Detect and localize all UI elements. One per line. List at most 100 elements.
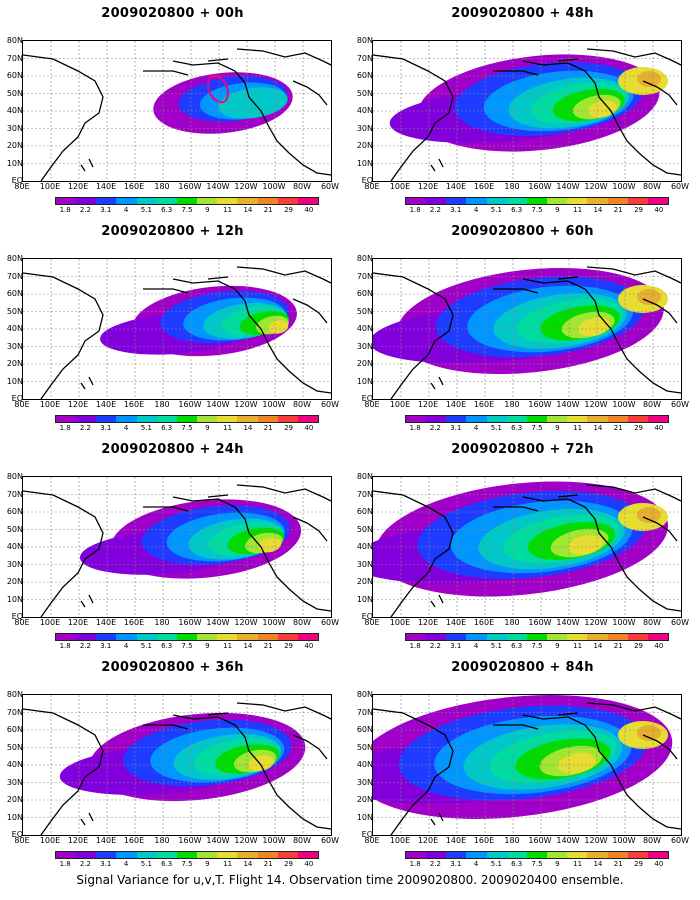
longitude-label: 120W xyxy=(234,618,258,627)
longitude-label: 140W xyxy=(206,182,230,191)
colorbar-swatch xyxy=(176,416,198,422)
colorbar-swatch xyxy=(567,198,588,204)
panel-title: 2009020800 + 84h xyxy=(451,660,594,675)
longitude-label: 80W xyxy=(292,836,312,845)
colorbar-swatch xyxy=(76,198,97,204)
colorbar-swatch xyxy=(237,198,258,204)
longitude-label: 80W xyxy=(642,618,662,627)
colorbar-label: 9 xyxy=(555,860,560,868)
longitude-axis: 80E 100E 120E 140E 160E 180 160W 140W 120W 100W 80… xyxy=(362,618,692,628)
colorbar-swatch xyxy=(156,852,177,858)
colorbar-swatch xyxy=(56,416,77,422)
colorbar-label: 2.2 xyxy=(79,206,92,214)
colorbar-label: 1.8 xyxy=(59,860,71,868)
longitude-label: 80W xyxy=(292,618,312,627)
colorbar-label: 5.1 xyxy=(490,642,502,650)
map-plot: 80N 70N 60N 50N 40N 30N 20N 10N EQ xyxy=(357,37,682,185)
colorbar-swatch xyxy=(647,852,669,858)
latitude-label: 80N xyxy=(6,36,23,45)
longitude-label: 160E xyxy=(473,182,495,191)
colorbar-label: 21 xyxy=(613,860,623,868)
latitude-label: 20N xyxy=(356,577,373,586)
colorbar-swatch xyxy=(506,198,527,204)
colorbar-swatch xyxy=(466,416,487,422)
colorbar-label: 29 xyxy=(284,206,293,214)
colorbar-label: 29 xyxy=(284,860,293,868)
colorbar-swatch xyxy=(446,634,467,640)
latitude-label: 20N xyxy=(356,141,373,150)
longitude-label: 180 xyxy=(504,182,520,191)
map-plot: 80N 70N 60N 50N 40N 30N 20N 10N EQ xyxy=(357,473,682,621)
longitude-label: 140W xyxy=(556,618,580,627)
colorbar-label: 6.3 xyxy=(161,424,173,432)
panel-title: 2009020800 + 12h xyxy=(101,224,244,239)
colorbar-swatch xyxy=(56,198,77,204)
colorbar-label: 40 xyxy=(654,206,664,214)
longitude-label: 100E xyxy=(39,182,61,191)
latitude-label: 20N xyxy=(6,141,23,150)
variance-field xyxy=(373,259,681,399)
variance-field xyxy=(373,477,681,617)
colorbar-label: 40 xyxy=(304,860,314,868)
colorbar-label: 21 xyxy=(263,424,273,432)
colorbar-label: 14 xyxy=(243,642,253,650)
longitude-label: 140E xyxy=(95,400,117,409)
latitude-label: EQ xyxy=(361,394,373,403)
colorbar-swatch xyxy=(647,198,669,204)
colorbar-label: 29 xyxy=(284,424,293,432)
latitude-label: EQ xyxy=(11,830,23,839)
latitude-label: 60N xyxy=(6,71,23,80)
colorbar-swatch xyxy=(466,852,487,858)
colorbar-swatch xyxy=(116,852,137,858)
colorbar-label: 6.3 xyxy=(161,206,173,214)
colorbar-label: 29 xyxy=(284,642,293,650)
longitude-label: 140W xyxy=(206,618,230,627)
latitude-label: 80N xyxy=(6,690,23,699)
colorbar-swatch xyxy=(486,852,507,858)
colorbar-label: 11 xyxy=(223,860,233,868)
longitude-axis: 80E 100E 120E 140E 160E 180 160W 140W 120W 100W 80… xyxy=(12,836,342,846)
map-panel: 2009020800 + 24h 80N 70N 60N 50N 40N 30N 20N 10N… xyxy=(0,436,345,661)
latitude-label: 40N xyxy=(356,542,373,551)
colorbar-label: 2.2 xyxy=(429,206,442,214)
latitude-label: 40N xyxy=(6,106,23,115)
colorbar-label: 14 xyxy=(593,206,603,214)
longitude-label: 160W xyxy=(178,618,202,627)
colorbar-label: 1.8 xyxy=(59,206,71,214)
longitude-label: 80W xyxy=(642,836,662,845)
longitude-label: 120W xyxy=(584,400,608,409)
latitude-label: 30N xyxy=(356,123,373,133)
colorbar-label: 14 xyxy=(593,642,603,650)
longitude-label: 140W xyxy=(206,836,230,845)
colorbar-swatch xyxy=(627,416,648,422)
latitude-label: 70N xyxy=(6,489,23,499)
colorbar-swatch xyxy=(627,198,648,204)
longitude-label: 120E xyxy=(67,400,89,409)
colorbar-swatch xyxy=(197,852,218,858)
latitude-label: 70N xyxy=(356,53,373,63)
map-panel: 2009020800 + 48h 80N 70N 60N 50N 40N 30N 20N 10N… xyxy=(350,0,695,225)
colorbar-swatch xyxy=(197,634,218,640)
map-plot: 80N 70N 60N 50N 40N 30N 20N 10N EQ xyxy=(357,255,682,403)
colorbar-label: 4 xyxy=(473,860,479,868)
longitude-label: 80E xyxy=(14,618,30,627)
colorbar-swatch xyxy=(136,198,157,204)
colorbar-label: 5.1 xyxy=(140,642,152,650)
colorbar-swatch xyxy=(607,416,628,422)
panel-title: 2009020800 + 36h xyxy=(101,660,244,675)
colorbar-label: 1.8 xyxy=(409,206,421,214)
colorbar-label: 40 xyxy=(304,206,314,214)
colorbar-label: 21 xyxy=(263,642,273,650)
colorbar-swatch xyxy=(56,852,77,858)
latitude-label: EQ xyxy=(11,394,23,403)
colorbar-swatch xyxy=(136,634,157,640)
latitude-label: 50N xyxy=(6,742,23,752)
colorbar-swatch xyxy=(627,852,648,858)
colorbar-swatch xyxy=(506,634,527,640)
latitude-label: 50N xyxy=(6,88,23,98)
colorbar-swatch xyxy=(607,634,628,640)
colorbar-swatch xyxy=(486,634,507,640)
colorbar-label: 9 xyxy=(555,206,560,214)
colorbar-swatch xyxy=(96,634,117,640)
colorbar-swatch xyxy=(257,198,278,204)
